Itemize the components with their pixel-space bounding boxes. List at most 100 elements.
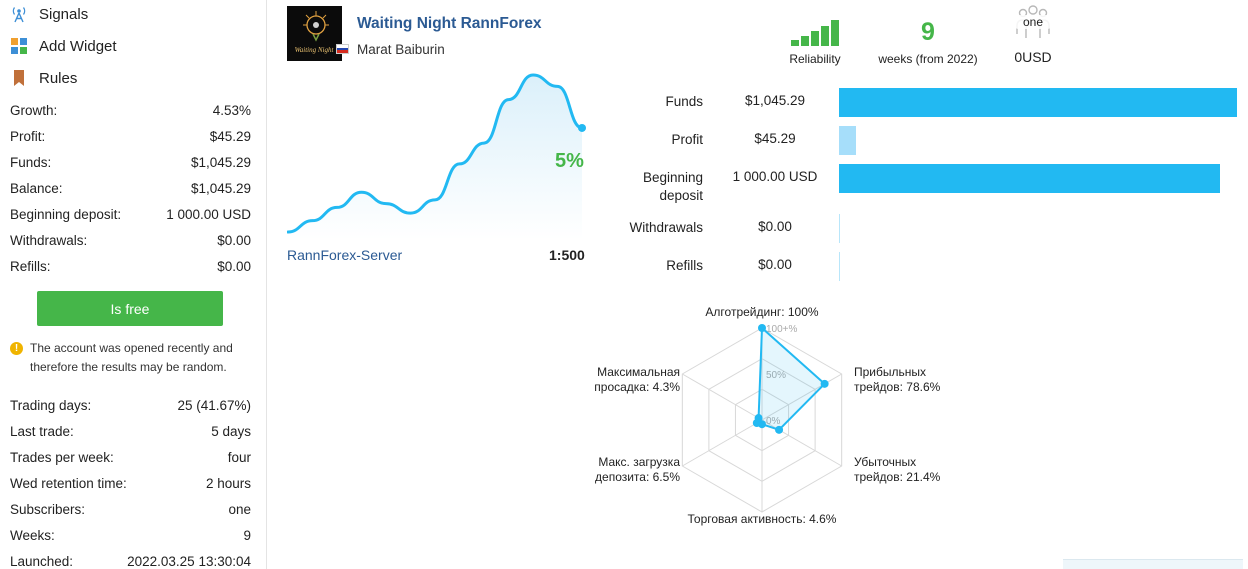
funds-bar-value: $45.29 [754,131,796,146]
funds-bar [839,214,840,243]
stat-value: $45.29 [209,128,251,144]
stat-row-trades-per-week: Trades per week: four [10,444,251,470]
radar-axis-label: Убыточных трейдов: 21.4% [854,455,941,484]
avatar-text: Waiting Night [295,46,335,54]
stat-row-last-trade: Last trade: 5 days [10,418,251,444]
reliability-bar [831,20,839,46]
stat-value: $1,045.29 [190,154,251,170]
radar-point [754,414,763,423]
funds-bar-label: Withdrawals [629,220,703,235]
stat-value: 5 days [211,423,251,439]
radar-axis-label-line: просадка: 4.3% [594,380,680,394]
funds-bar-label: Beginning deposit [642,170,703,203]
radar-axis-label: Алготрейдинг: 100% [705,305,818,319]
subscribe-free-button[interactable]: Is free [37,291,223,326]
radar-axis-label: Прибыльных трейдов: 78.6% [854,365,941,394]
stat-label: Subscribers: [10,501,86,517]
radar-axis-label-line: Макс. загрузка [598,455,680,469]
weeks-value: 9 [921,18,935,46]
funds-bar-value: $0.00 [758,219,792,234]
subscribers-metric: one 0USD [1006,4,1060,65]
stat-row-profit: Profit: $45.29 [10,123,251,149]
nav-item-signals[interactable]: Signals [10,2,88,26]
signal-avatar[interactable]: Waiting Night [287,6,342,61]
radar-value-area [755,327,826,431]
growth-percent-label: 5% [555,150,584,172]
funds-bar-value: $0.00 [758,257,792,272]
nav-label: Add Widget [39,37,117,55]
stat-value: 25 (41.67%) [177,397,251,413]
stat-value: $0.00 [217,258,251,274]
reliability-bar [801,36,809,46]
warning-icon: ! [10,342,23,355]
radar-grid-label: 100+% [766,324,798,335]
radar-axis-label-line: трейдов: 21.4% [854,470,941,484]
growth-area [288,75,582,240]
radar-axis-label: Максимальная просадка: 4.3% [594,365,680,394]
broker-server-link[interactable]: RannForex-Server [287,247,403,263]
stat-row-funds: Funds: $1,045.29 [10,149,251,175]
stat-row-trading-days: Trading days: 25 (41.67%) [10,392,251,418]
radar-axis-label-line: Убыточных [854,455,916,469]
funds-bar-label: Refills [666,258,703,273]
growth-line [286,73,584,234]
radar-axis-label-line: депозита: 6.5% [595,470,680,484]
stat-label: Balance: [10,180,63,196]
bookmark-icon [10,69,28,87]
radar-grid-label: 50% [766,370,786,381]
radar-point [775,425,784,434]
reliability-bars-icon [791,20,839,46]
funds-bar-value: 1 000.00 USD [732,169,818,184]
radar-axis-line [682,373,763,421]
stat-label: Beginning deposit: [10,206,122,222]
stat-row-retention-time: Wed retention time: 2 hours [10,470,251,496]
funds-bar [839,88,1237,117]
reliability-metric: Reliability [781,18,849,66]
stat-row-withdrawals: Withdrawals: $0.00 [10,227,251,253]
stat-label: Refills: [10,258,51,274]
growth-endpoint [578,123,586,132]
signal-title[interactable]: Waiting Night RannForex [357,15,542,32]
russia-flag-icon [336,44,349,54]
radar-axis-label-line: Алготрейдинг: 100% [705,305,818,319]
funds-bar-label: Funds [665,94,703,109]
stat-label: Launched: [10,553,74,569]
stat-row-weeks: Weeks: 9 [10,522,251,548]
subscribers-value: one [1013,15,1053,29]
radar-grid-label: 0% [766,416,781,427]
warning-notice: ! The account was opened recently and th… [10,339,255,377]
stat-label: Funds: [10,154,52,170]
radar-axis-label-line: Прибыльных [854,365,926,379]
nav-item-rules[interactable]: Rules [10,66,77,90]
stat-label: Growth: [10,102,58,118]
stat-label: Trading days: [10,397,92,413]
growth-chart[interactable]: 5% [286,70,589,240]
stat-value: one [228,501,251,517]
stat-value: 1 000.00 USD [166,206,251,222]
stats-summary: Growth: 4.53% Profit: $45.29 Funds: $1,045.… [10,97,251,279]
radar-axis-line [761,373,842,421]
funds-bar [839,126,857,155]
stats-trading: Trading days: 25 (41.67%) Last trade: 5 da… [10,392,251,569]
stat-label: Last trade: [10,423,74,439]
stat-value: four [227,449,251,465]
stat-value: 2022.03.25 13:30:04 [127,553,251,569]
funds-bar-label: Profit [671,132,703,147]
stat-row-growth: Growth: 4.53% [10,97,251,123]
radar-axis-label-line: трейдов: 78.6% [854,380,941,394]
nav-item-add-widget[interactable]: Add Widget [10,34,117,58]
radar-axis-label-line: Торговая активность: 4.6% [688,512,837,526]
funds-bar-value: $1,045.29 [744,93,806,108]
radar-axis-label-line: Максимальная [597,365,680,379]
reliability-bar [811,31,819,46]
weeks-metric: 9 weeks (from 2022) [870,17,986,66]
stat-label: Weeks: [10,527,55,543]
stat-row-beginning-deposit: Beginning deposit: 1 000.00 USD [10,201,251,227]
stat-label: Trades per week: [10,449,114,465]
stat-value: 9 [243,527,251,543]
stat-value: 4.53% [212,102,251,118]
reliability-bar [821,26,829,46]
subscription-price: 0USD [1014,49,1052,65]
radar-chart[interactable]: 100+%50%0%Алготрейдинг: 100%Прибыльныхтр… [560,300,960,540]
signal-author[interactable]: Marat Baiburin [357,42,445,57]
